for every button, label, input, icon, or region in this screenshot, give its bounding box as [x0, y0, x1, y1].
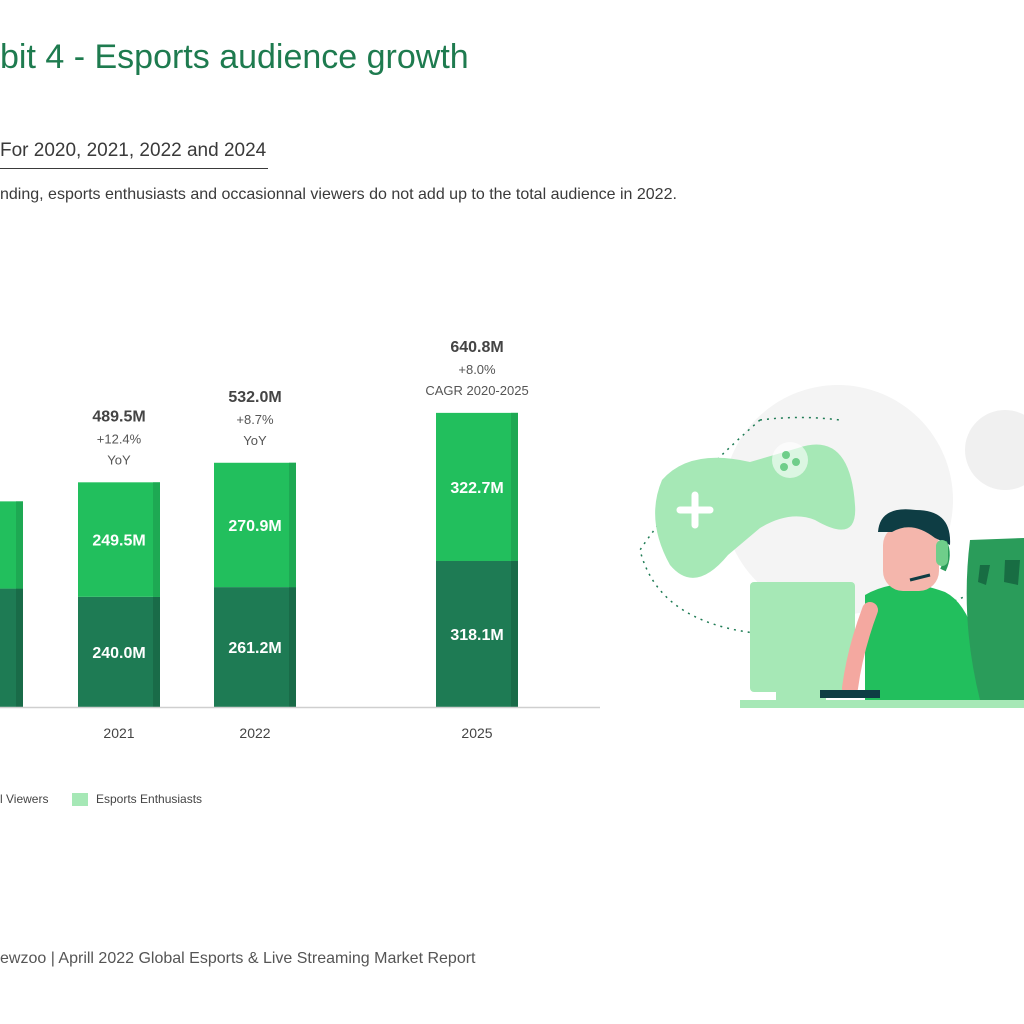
- legend-label-occasional: l Viewers: [0, 792, 49, 806]
- growth-label-2025: +8.0%: [458, 362, 496, 377]
- chart-note: nding, esports enthusiasts and occasionn…: [0, 186, 677, 203]
- growth-label-2022: +8.7%: [236, 412, 274, 427]
- keyboard-icon: [820, 690, 880, 698]
- bar-enthusiasts-2025: [436, 412, 518, 561]
- bar-enthusiasts-shade-0: [16, 501, 23, 589]
- data-label-occasional-2021: 240.0M: [92, 645, 145, 662]
- bar-occasional-shade-2025: [511, 560, 518, 707]
- bar-enthusiasts-shade-2025: [511, 412, 518, 561]
- person-icon: [842, 509, 984, 700]
- x-tick-2021: 2021: [103, 725, 134, 741]
- bar-occasional-2021: [78, 596, 160, 707]
- bar-chart: MMM0240.0M249.5M489.5M+12.4%YoY2021261.2…: [0, 339, 600, 741]
- data-label-enthusiasts-2022: 270.9M: [228, 518, 281, 535]
- period-label-2022: YoY: [243, 433, 267, 448]
- chart-title: bit 4 - Esports audience growth: [0, 38, 469, 76]
- legend-item-occasional: l Viewers: [0, 792, 48, 806]
- legend-swatch-enthusiasts: [72, 792, 88, 806]
- data-label-enthusiasts-2025: 322.7M: [450, 480, 503, 497]
- desk: [740, 700, 1024, 708]
- bar-enthusiasts-2022: [214, 462, 296, 588]
- chart-subtitle: For 2020, 2021, 2022 and 2024: [0, 140, 269, 169]
- gamepad-icon: [655, 442, 856, 578]
- data-label-occasional-2022: 261.2M: [228, 640, 281, 657]
- data-label-enthusiasts-2021: 249.5M: [92, 533, 145, 550]
- bar-occasional-shade-2022: [289, 587, 296, 707]
- gamer-illustration: [639, 385, 1024, 708]
- monitor-icon: [750, 582, 855, 706]
- total-label-2022: 532.0M: [228, 389, 281, 406]
- bar-enthusiasts-shade-2021: [153, 482, 160, 597]
- x-tick-2022: 2022: [239, 725, 270, 741]
- total-label-2025: 640.8M: [450, 339, 503, 356]
- bar-occasional-shade-2021: [153, 596, 160, 707]
- bar-enthusiasts-2021: [78, 482, 160, 597]
- legend-item-enthusiasts: Esports Enthusiasts: [72, 792, 202, 806]
- period-label-2025: CAGR 2020-2025: [425, 383, 528, 398]
- growth-label-2021: +12.4%: [97, 431, 142, 446]
- period-label-2021: YoY: [107, 452, 131, 467]
- legend-label-enthusiasts: Esports Enthusiasts: [96, 792, 203, 806]
- bar-enthusiasts-shade-2022: [289, 462, 296, 588]
- total-label-2021: 489.5M: [92, 408, 145, 425]
- chair-icon: [966, 538, 1024, 700]
- bar-occasional-2022: [214, 587, 296, 707]
- bar-occasional-shade-0: [16, 588, 23, 707]
- x-tick-2025: 2025: [461, 725, 492, 741]
- data-label-occasional-2025: 318.1M: [450, 627, 503, 644]
- source-note: ewzoo | Aprill 2022 Global Esports & Liv…: [0, 950, 476, 967]
- bar-occasional-2025: [436, 560, 518, 707]
